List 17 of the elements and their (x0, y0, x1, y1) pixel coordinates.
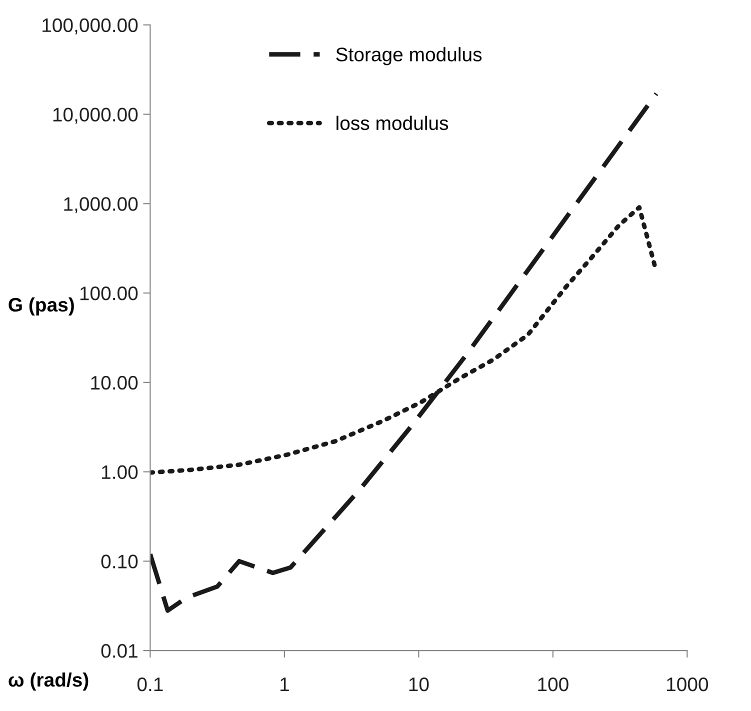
y-tick-label: 0.10 (101, 554, 138, 568)
y-tick-label: 1.00 (102, 465, 138, 480)
y-tick-label: 0.01 (101, 644, 138, 658)
x-tick-label: 10 (409, 677, 429, 692)
legend-label: loss modulus (336, 116, 448, 130)
y-axis-title: G (pas) (8, 297, 74, 316)
x-tick-label: 100 (538, 677, 568, 692)
x-tick-label: 1 (280, 678, 289, 692)
x-axis-title: ω (rad/s) (8, 672, 88, 691)
y-tick-label: 10,000.00 (53, 108, 138, 124)
legend-label: Storage modulus (336, 47, 482, 66)
y-tick-label: 100.00 (80, 286, 138, 300)
y-tick-label: 1,000.00 (64, 197, 138, 214)
y-tick-label: 10.00 (91, 376, 138, 390)
y-tick-label: 100,000.00 (42, 18, 138, 34)
x-tick-label: 1000 (667, 677, 708, 692)
x-tick-label: 0.1 (137, 677, 163, 692)
